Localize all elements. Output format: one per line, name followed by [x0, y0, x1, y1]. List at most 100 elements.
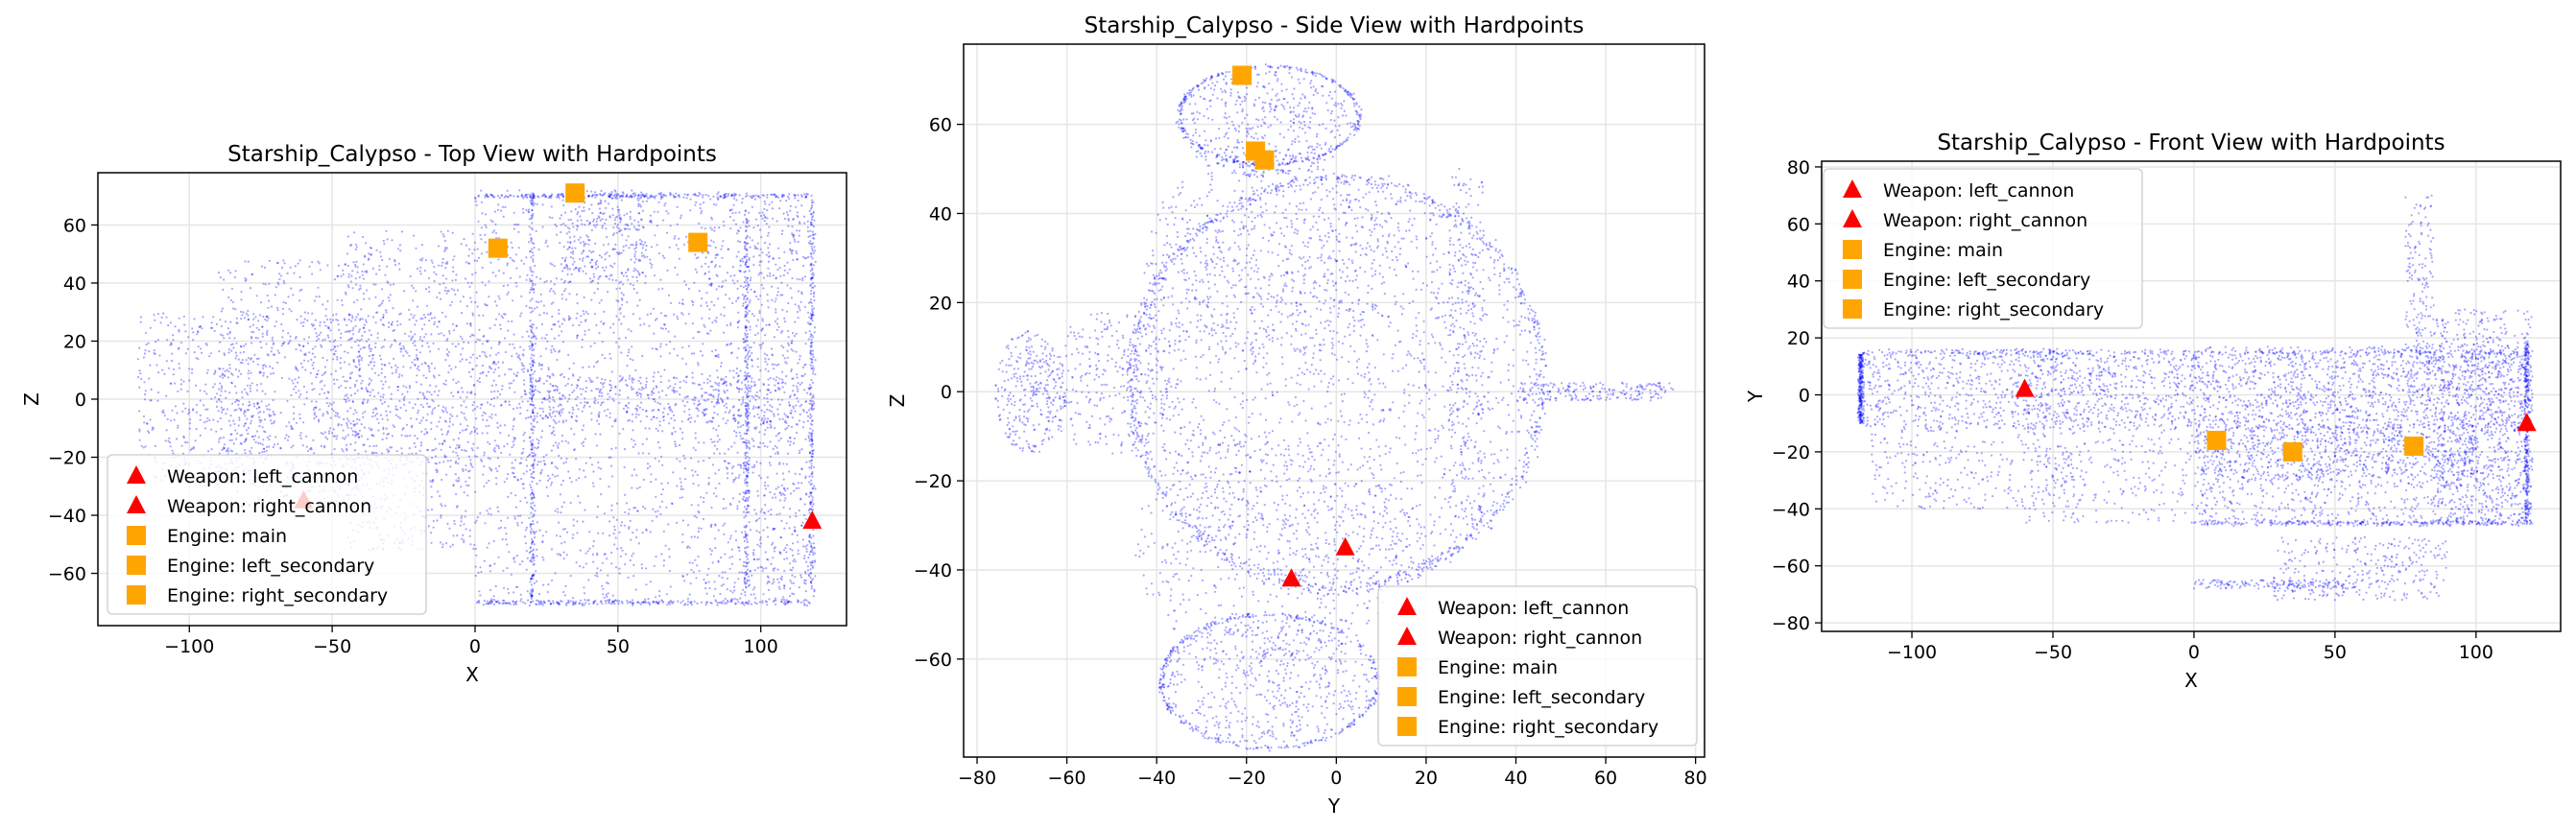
cloud-point [291, 379, 294, 382]
cloud-point [510, 368, 513, 371]
cloud-point [738, 474, 741, 477]
cloud-point [145, 331, 148, 335]
cloud-point [658, 506, 661, 509]
cloud-point [711, 463, 715, 466]
cloud-point [333, 378, 336, 381]
cloud-point [443, 289, 446, 292]
cloud-point [313, 388, 316, 391]
cloud-point [192, 339, 195, 342]
cloud-point [359, 375, 362, 378]
cloud-point [708, 380, 712, 383]
cloud-point [251, 323, 255, 326]
cloud-point [481, 415, 484, 417]
cloud-point [777, 486, 780, 488]
cloud-point [794, 240, 797, 243]
cloud-point [496, 396, 499, 399]
cloud-point [373, 361, 376, 364]
cloud-point [760, 418, 763, 422]
cloud-point [633, 255, 636, 258]
cloud-point [674, 442, 677, 445]
cloud-point [324, 436, 327, 439]
cloud-point [724, 553, 727, 556]
cloud-point [758, 396, 761, 399]
cloud-point [594, 242, 597, 245]
cloud-point [517, 230, 520, 233]
cloud-point [463, 449, 465, 452]
cloud-point [246, 409, 249, 412]
cloud-point [783, 250, 786, 253]
cloud-point [549, 262, 552, 265]
cloud-point [698, 569, 701, 573]
cloud-point [786, 272, 789, 274]
cloud-point [511, 247, 513, 249]
cloud-point [252, 313, 255, 316]
cloud-point [653, 371, 656, 374]
cloud-point [262, 315, 265, 319]
cloud-point [506, 477, 509, 480]
cloud-point [759, 369, 762, 372]
cloud-point [569, 575, 572, 578]
cloud-point [764, 202, 767, 205]
cloud-point [373, 371, 376, 374]
cloud-point [652, 375, 655, 378]
cloud-point [620, 297, 624, 300]
cloud-point [537, 592, 541, 596]
cloud-point [466, 440, 469, 443]
cloud-point [149, 418, 152, 421]
cloud-point [775, 435, 777, 438]
cloud-point [448, 527, 451, 530]
cloud-point [548, 412, 551, 415]
cloud-point [375, 273, 378, 275]
cloud-point [603, 512, 607, 515]
cloud-point [277, 283, 280, 286]
cloud-point [273, 443, 276, 446]
cloud-point [400, 434, 403, 437]
cloud-point [559, 217, 561, 220]
cloud-point [793, 233, 796, 236]
cloud-point [654, 457, 656, 460]
cloud-point [170, 359, 173, 363]
cloud-point [271, 367, 274, 369]
cloud-point [628, 227, 632, 230]
cloud-point [400, 374, 404, 377]
cloud-point [527, 335, 531, 338]
cloud-point [434, 455, 437, 458]
cloud-point [420, 327, 423, 330]
cloud-point [703, 399, 705, 402]
cloud-point [789, 587, 792, 590]
cloud-point [767, 306, 770, 309]
cloud-point [757, 494, 760, 497]
cloud-point [412, 287, 415, 290]
cloud-point [368, 364, 370, 367]
cloud-point [728, 297, 731, 300]
cloud-point [510, 382, 513, 385]
cloud-point [454, 278, 457, 281]
cloud-point [235, 342, 238, 344]
cloud-point [674, 335, 677, 338]
cloud-point [656, 370, 660, 373]
cloud-point [631, 378, 633, 382]
cloud-point [479, 566, 482, 569]
cloud-point [513, 211, 515, 214]
cloud-point [146, 422, 149, 425]
cloud-point [753, 333, 757, 337]
cloud-point [511, 466, 513, 469]
cloud-point [753, 245, 756, 248]
cloud-point [650, 246, 654, 249]
cloud-point [579, 236, 582, 239]
cloud-point [535, 570, 537, 573]
cloud-point [459, 524, 462, 527]
cloud-point [549, 280, 553, 283]
cloud-point [807, 435, 810, 438]
cloud-point [572, 323, 575, 327]
cloud-point [576, 395, 579, 398]
cloud-point [575, 293, 579, 296]
cloud-point [569, 218, 573, 222]
cloud-point [354, 441, 357, 444]
cloud-point [596, 567, 599, 570]
cloud-point [256, 363, 259, 366]
cloud-point [669, 225, 672, 227]
cloud-point [736, 229, 740, 232]
cloud-point [596, 376, 599, 379]
cloud-point [588, 547, 591, 550]
